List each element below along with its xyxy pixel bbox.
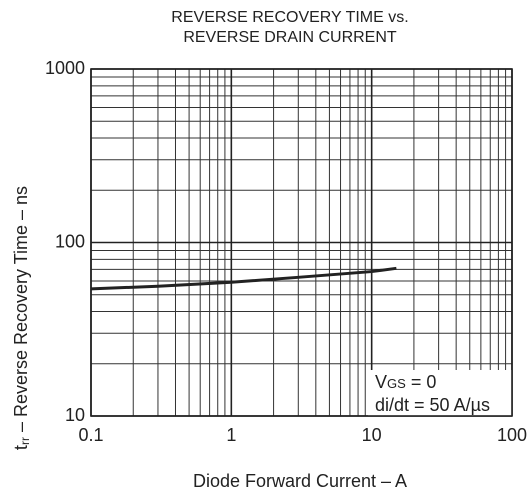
annotation: di/dt = 50 A/µs <box>375 395 490 415</box>
y-tick-label: 10 <box>65 405 85 425</box>
annotation-box <box>368 370 512 416</box>
plot-frame <box>90 68 513 417</box>
y-tick-label: 100 <box>55 231 85 251</box>
chart-title: REVERSE RECOVERY TIME vs. <box>171 9 408 26</box>
x-tick-label: 100 <box>497 425 527 445</box>
annotation-main: V <box>375 372 387 392</box>
chart-title: REVERSE DRAIN CURRENT <box>183 29 397 46</box>
y-label-sub: rr <box>18 437 32 445</box>
x-tick-label: 10 <box>362 425 382 445</box>
annotation: VGS = 0 <box>375 372 436 392</box>
annotation-sub: GS <box>387 376 406 391</box>
annotation-tail: = 0 <box>406 372 437 392</box>
y-tick-label: 1000 <box>45 58 85 78</box>
x-tick-label: 0.1 <box>78 425 103 445</box>
data-line <box>90 266 397 291</box>
y-label-main: t <box>11 445 31 450</box>
x-tick-label: 1 <box>226 425 236 445</box>
y-label-tail: – Reverse Recovery Time – ns <box>11 186 31 437</box>
y-axis-label: trr – Reverse Recovery Time – ns <box>11 186 32 450</box>
x-axis-label: Diode Forward Current – A <box>193 471 407 491</box>
